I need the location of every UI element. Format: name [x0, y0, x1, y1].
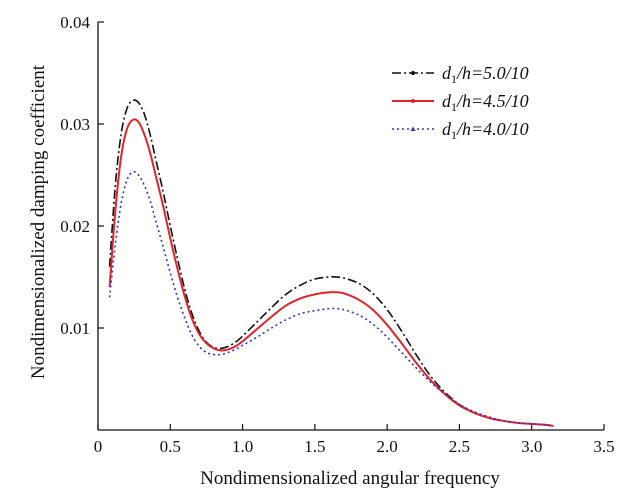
y-axis-ticks: 0.01 0.02 0.03 0.04 — [60, 13, 104, 338]
x-tick-label: 1.5 — [304, 437, 325, 456]
y-tick-label: 0.01 — [60, 319, 90, 338]
y-axis-label: Nondimensionalized damping coefficient — [28, 64, 49, 379]
x-tick-label: 0 — [94, 437, 103, 456]
legend-label-2: d1/h=4.5/10 — [442, 91, 529, 114]
series-layer — [108, 99, 554, 427]
x-tick-label: 1.0 — [232, 437, 253, 456]
legend: d1/h=5.0/10 d1/h=4.5/10 d1/h=4.0/10 — [392, 63, 529, 142]
x-axis-ticks: 0 0.5 1.0 1.5 2.0 2.5 3.0 3.5 — [94, 424, 615, 456]
legend-label-1: d1/h=5.0/10 — [442, 63, 529, 86]
series-line-2 — [108, 118, 554, 427]
x-tick-label: 0.5 — [160, 437, 181, 456]
legend-label-3: d1/h=4.0/10 — [442, 119, 529, 142]
y-tick-label: 0.03 — [60, 115, 90, 134]
series-line-3 — [108, 170, 554, 427]
legend-marker-1 — [411, 71, 415, 75]
x-axis-label: Nondimensionalized angular frequency — [200, 468, 500, 489]
x-tick-label: 3.5 — [593, 437, 614, 456]
x-tick-label: 2.0 — [377, 437, 398, 456]
x-tick-label: 3.0 — [521, 437, 542, 456]
legend-marker-2 — [411, 99, 415, 103]
x-tick-label: 2.5 — [449, 437, 470, 456]
y-tick-label: 0.04 — [60, 13, 90, 32]
y-tick-label: 0.02 — [60, 217, 90, 236]
plot-frame — [97, 22, 604, 431]
legend-marker-3 — [410, 126, 416, 131]
series-line-1 — [108, 99, 554, 427]
